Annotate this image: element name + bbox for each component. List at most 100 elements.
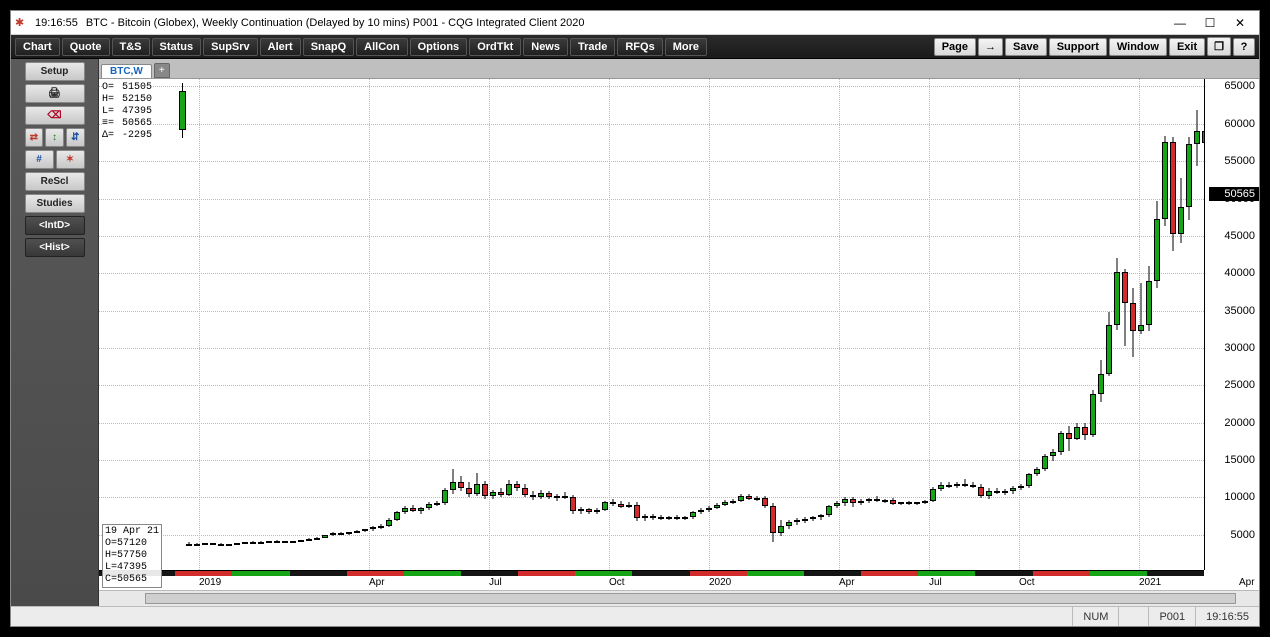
candle[interactable] (434, 501, 440, 506)
candle[interactable] (1162, 136, 1168, 226)
menu-options[interactable]: Options (410, 38, 468, 56)
menu-right-page[interactable]: Page (934, 38, 976, 56)
candle[interactable] (362, 529, 368, 532)
window-minimize-button[interactable]: — (1165, 12, 1195, 34)
candle[interactable] (258, 541, 264, 542)
arrow-button-1[interactable]: ⇄ (25, 128, 44, 147)
candle[interactable] (538, 490, 544, 499)
y-axis[interactable]: 5000100001500020000250003000035000400004… (1204, 79, 1259, 570)
menu-allcon[interactable]: AllCon (356, 38, 407, 56)
candle[interactable] (818, 514, 824, 520)
candle[interactable] (922, 500, 928, 504)
candle[interactable] (314, 537, 320, 540)
candle[interactable] (546, 491, 552, 500)
candle[interactable] (402, 506, 408, 514)
candle[interactable] (1002, 489, 1008, 495)
menu-status[interactable]: Status (152, 38, 202, 56)
print-button[interactable]: 🖨 (25, 84, 85, 103)
candle[interactable] (914, 502, 920, 505)
menu-right--[interactable]: ? (1233, 38, 1255, 56)
candle[interactable] (706, 506, 712, 512)
candle[interactable] (346, 532, 352, 535)
candle[interactable] (378, 524, 384, 528)
candle[interactable] (938, 482, 944, 492)
h-scrollbar[interactable] (99, 590, 1259, 606)
add-tab-button[interactable]: + (154, 63, 170, 78)
candle[interactable] (714, 503, 720, 509)
candle[interactable] (354, 530, 360, 533)
arrow-button-3[interactable]: ⇵ (66, 128, 85, 147)
candle[interactable] (1074, 423, 1080, 440)
candle[interactable] (330, 532, 336, 536)
candle[interactable] (450, 469, 456, 494)
candle[interactable] (1082, 423, 1088, 441)
hist-button[interactable]: <Hist> (25, 238, 85, 257)
candle[interactable] (418, 507, 424, 514)
candle[interactable] (386, 518, 392, 527)
candle[interactable] (610, 499, 616, 506)
candle[interactable] (1050, 449, 1056, 462)
candle[interactable] (682, 516, 688, 520)
candle[interactable] (490, 490, 496, 499)
candle[interactable] (554, 494, 560, 501)
candle[interactable] (986, 488, 992, 498)
menu-chart[interactable]: Chart (15, 38, 60, 56)
candle[interactable] (1034, 467, 1040, 477)
candle[interactable] (746, 494, 752, 501)
window-maximize-button[interactable]: ☐ (1195, 12, 1225, 34)
candle[interactable] (1122, 269, 1128, 345)
candle[interactable] (514, 481, 520, 491)
candle[interactable] (218, 543, 224, 544)
candle[interactable] (234, 543, 240, 544)
rescale-button[interactable]: ReScl (25, 172, 85, 191)
candle[interactable] (466, 482, 472, 497)
candle[interactable] (530, 491, 536, 500)
candle[interactable] (698, 508, 704, 513)
candle[interactable] (834, 501, 840, 508)
candle[interactable] (1154, 201, 1160, 288)
candle[interactable] (842, 497, 848, 507)
candle[interactable] (978, 484, 984, 498)
candle[interactable] (994, 488, 1000, 494)
candle[interactable] (970, 482, 976, 489)
menu-right-save[interactable]: Save (1005, 38, 1047, 56)
menu-right-support[interactable]: Support (1049, 38, 1107, 56)
studies-button[interactable]: Studies (25, 194, 85, 213)
candle[interactable] (1106, 312, 1112, 376)
candle[interactable] (562, 492, 568, 499)
chart-tab-active[interactable]: BTC,W (101, 64, 152, 78)
candle[interactable] (594, 508, 600, 514)
candle[interactable] (802, 517, 808, 522)
candle[interactable] (570, 495, 576, 514)
candle[interactable] (426, 502, 432, 509)
menu-more[interactable]: More (665, 38, 707, 56)
arrow-button-2[interactable]: ↕ (45, 128, 64, 147)
candle[interactable] (602, 501, 608, 511)
candle[interactable] (226, 544, 232, 545)
menu-trade[interactable]: Trade (570, 38, 615, 56)
candle[interactable] (1170, 137, 1176, 251)
candle[interactable] (634, 502, 640, 521)
candle[interactable] (754, 496, 760, 501)
candle[interactable] (650, 514, 656, 520)
candle[interactable] (1058, 431, 1064, 455)
candle[interactable] (786, 520, 792, 528)
menu-supsrv[interactable]: SupSrv (203, 38, 258, 56)
candle[interactable] (666, 516, 672, 520)
candle[interactable] (794, 518, 800, 525)
menu-right--[interactable]: → (978, 38, 1003, 56)
menu-news[interactable]: News (523, 38, 568, 56)
candle[interactable] (210, 543, 216, 544)
candle[interactable] (778, 520, 784, 536)
candle[interactable] (1146, 266, 1152, 331)
candle[interactable] (890, 498, 896, 505)
candle[interactable] (626, 502, 632, 508)
candle[interactable] (1130, 288, 1136, 357)
intd-button[interactable]: <IntD> (25, 216, 85, 235)
candle[interactable] (882, 499, 888, 503)
candle[interactable] (1066, 426, 1072, 451)
candle[interactable] (826, 505, 832, 517)
candle[interactable] (194, 543, 200, 546)
candle[interactable] (482, 481, 488, 499)
candle[interactable] (898, 502, 904, 506)
